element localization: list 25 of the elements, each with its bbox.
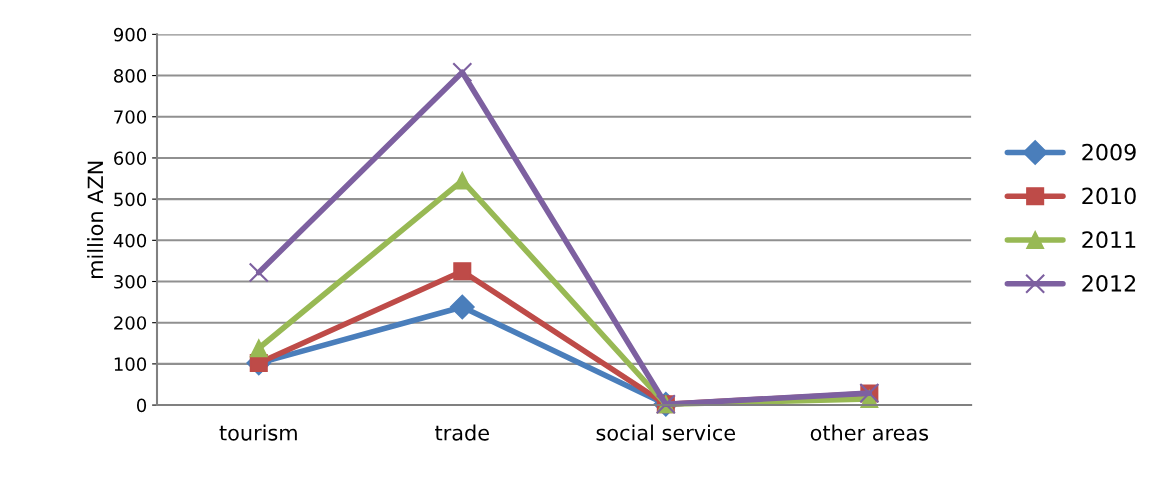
point: [249, 339, 268, 358]
x-tick-label: other areas: [810, 424, 929, 441]
point: [452, 62, 473, 83]
y-tick-label: 400: [113, 233, 147, 248]
y-tick-label: 500: [114, 192, 147, 207]
y-tick-label: 300: [114, 274, 147, 289]
legend-label: 2009: [1082, 143, 1136, 161]
y-tick-label: 600: [114, 151, 147, 166]
y-tick-label: 700: [114, 110, 147, 124]
y-tick-label: 100: [114, 357, 147, 371]
y-tick-label: 900: [113, 27, 147, 42]
point: [453, 171, 472, 190]
x-tick-label: social service: [596, 424, 736, 441]
y-tick-label: 200: [114, 316, 147, 330]
point: [248, 262, 269, 283]
legend-label: 2010: [1082, 187, 1136, 205]
point: [449, 294, 475, 320]
legend-label: 2012: [1082, 274, 1136, 292]
x-tick-label: tourism: [219, 424, 297, 441]
legend-label: 2011: [1082, 231, 1136, 249]
y-axis-title: million AZN: [87, 161, 104, 278]
x-tick-label: trade: [435, 424, 489, 441]
y-tick-label: 800: [114, 69, 147, 83]
point: [453, 262, 472, 281]
y-tick-label: 0: [136, 398, 147, 413]
